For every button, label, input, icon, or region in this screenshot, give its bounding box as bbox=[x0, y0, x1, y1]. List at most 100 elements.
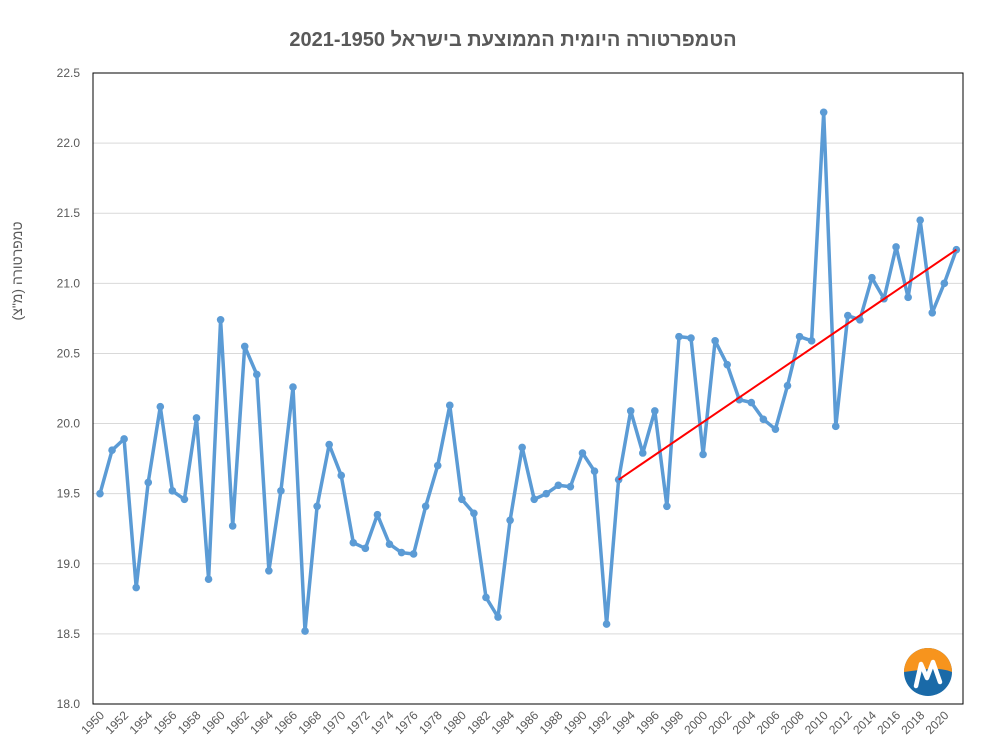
data-point bbox=[132, 583, 140, 592]
x-tick-label: 1956 bbox=[151, 708, 180, 737]
data-point bbox=[289, 383, 297, 391]
x-tick-label: 1958 bbox=[175, 708, 204, 737]
data-point bbox=[144, 478, 153, 487]
data-point bbox=[542, 489, 551, 498]
x-tick-label: 2016 bbox=[874, 708, 903, 737]
data-point bbox=[265, 566, 273, 575]
plot-area bbox=[92, 72, 964, 705]
data-point bbox=[795, 332, 804, 341]
x-tick-label: 1984 bbox=[488, 708, 517, 737]
y-tick-label: 18.0 bbox=[57, 697, 81, 711]
data-point bbox=[313, 502, 321, 511]
y-tick-label: 19.5 bbox=[57, 487, 81, 501]
data-point bbox=[771, 425, 780, 433]
data-point bbox=[928, 308, 937, 317]
data-point bbox=[433, 461, 442, 470]
x-tick-label: 1950 bbox=[78, 708, 107, 737]
data-point bbox=[747, 398, 756, 407]
x-tick-label: 1990 bbox=[561, 708, 590, 737]
data-point bbox=[856, 315, 864, 324]
x-tick-label: 1968 bbox=[295, 708, 324, 737]
y-tick-label: 22.5 bbox=[57, 66, 81, 80]
data-point bbox=[940, 279, 949, 288]
data-point bbox=[421, 502, 430, 511]
y-tick-label: 20.5 bbox=[57, 346, 81, 360]
data-point bbox=[458, 495, 466, 504]
data-point bbox=[651, 407, 659, 415]
x-tick-label: 2000 bbox=[681, 708, 710, 737]
x-axis: 1950195219541956195819601962196419661968… bbox=[78, 708, 951, 737]
x-tick-label: 2006 bbox=[754, 708, 783, 737]
data-point bbox=[349, 538, 358, 547]
data-point bbox=[783, 381, 792, 390]
x-tick-label: 1978 bbox=[416, 708, 445, 737]
y-tick-label: 22.0 bbox=[57, 136, 81, 150]
data-point bbox=[916, 216, 924, 225]
data-point bbox=[554, 481, 563, 490]
data-point bbox=[831, 422, 840, 431]
data-point bbox=[204, 575, 213, 584]
x-tick-label: 1962 bbox=[223, 708, 252, 737]
data-point bbox=[892, 243, 900, 251]
data-point bbox=[325, 440, 333, 449]
x-tick-label: 2012 bbox=[826, 708, 855, 737]
x-tick-label: 1988 bbox=[537, 708, 566, 737]
data-point bbox=[409, 550, 418, 558]
y-axis-label: טמפרטורה (מ"צ) bbox=[9, 222, 25, 321]
data-point bbox=[663, 502, 671, 511]
data-point bbox=[240, 342, 249, 351]
y-tick-label: 21.0 bbox=[57, 276, 81, 290]
data-point bbox=[638, 449, 647, 457]
data-point bbox=[168, 487, 177, 495]
data-point bbox=[518, 443, 526, 452]
x-tick-label: 1994 bbox=[609, 708, 638, 737]
data-point bbox=[844, 311, 852, 320]
x-tick-label: 1982 bbox=[464, 708, 493, 737]
data-point bbox=[120, 435, 128, 443]
x-tick-label: 1952 bbox=[102, 708, 131, 737]
data-point bbox=[445, 401, 454, 410]
x-tick-label: 1960 bbox=[199, 708, 228, 737]
data-point bbox=[602, 620, 611, 628]
data-point bbox=[108, 446, 116, 454]
data-point bbox=[699, 450, 707, 459]
x-tick-label: 1976 bbox=[392, 708, 421, 737]
y-tick-label: 19.0 bbox=[57, 557, 81, 571]
data-point bbox=[675, 332, 683, 341]
x-tick-label: 1998 bbox=[657, 708, 686, 737]
data-point bbox=[277, 487, 285, 495]
x-tick-label: 2004 bbox=[730, 708, 759, 737]
y-tick-label: 21.5 bbox=[57, 206, 81, 220]
x-tick-label: 2014 bbox=[850, 708, 879, 737]
data-point bbox=[228, 522, 237, 530]
data-point bbox=[470, 509, 478, 518]
data-point bbox=[578, 449, 587, 457]
data-point bbox=[361, 544, 370, 553]
data-point bbox=[482, 593, 490, 602]
data-point bbox=[373, 510, 382, 519]
data-point bbox=[530, 495, 539, 504]
data-point bbox=[807, 337, 816, 345]
data-point bbox=[759, 415, 768, 424]
data-point bbox=[868, 273, 876, 282]
x-tick-label: 2008 bbox=[778, 708, 807, 737]
y-axis: 18.0 18.5 19.0 19.5 20.0 20.5 21.0 21.5 22.0 22.5 bbox=[57, 66, 81, 711]
y-tick-label: 18.5 bbox=[57, 627, 81, 641]
trend bbox=[618, 248, 957, 481]
data-point bbox=[687, 334, 695, 342]
data-point bbox=[337, 471, 346, 480]
data-point bbox=[494, 613, 502, 621]
y-tick-label: 20.0 bbox=[57, 417, 81, 431]
data-point bbox=[397, 548, 406, 557]
x-tick-label: 1964 bbox=[247, 708, 276, 737]
data-point bbox=[904, 293, 912, 302]
x-tick-label: 2010 bbox=[802, 708, 831, 737]
x-tick-label: 1954 bbox=[127, 708, 156, 737]
data-point bbox=[590, 467, 599, 476]
x-tick-label: 1966 bbox=[271, 708, 300, 737]
x-tick-label: 1970 bbox=[320, 708, 349, 737]
data-point bbox=[180, 495, 189, 504]
x-tick-label: 1992 bbox=[585, 708, 614, 737]
data-point bbox=[216, 315, 225, 324]
